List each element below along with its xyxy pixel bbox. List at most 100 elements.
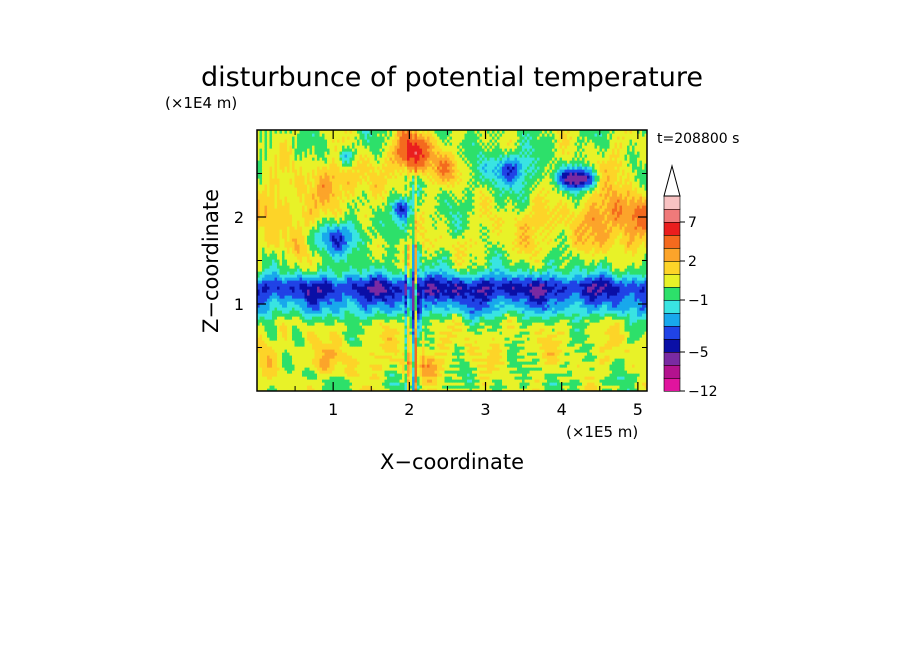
field-cell bbox=[592, 310, 596, 314]
field-cell bbox=[637, 295, 641, 299]
field-cell bbox=[437, 295, 441, 299]
field-cell bbox=[604, 301, 608, 305]
field-cell bbox=[617, 379, 621, 383]
field-cell bbox=[462, 355, 466, 359]
field-cell bbox=[437, 301, 441, 305]
chart-title: disturbunce of potential temperature bbox=[201, 62, 703, 93]
field-cell bbox=[312, 316, 316, 320]
field-cell bbox=[397, 382, 401, 386]
field-cell bbox=[574, 316, 578, 320]
field-cell bbox=[477, 367, 481, 371]
field-cell bbox=[554, 364, 558, 368]
field-cell bbox=[472, 388, 476, 391]
field-cell bbox=[552, 388, 556, 391]
field-cell bbox=[369, 373, 373, 377]
field-cell bbox=[282, 307, 286, 311]
field-cell bbox=[627, 319, 631, 323]
field-cell bbox=[364, 301, 368, 305]
field-cell bbox=[584, 346, 588, 350]
field-cell bbox=[282, 322, 286, 326]
field-cell bbox=[494, 379, 498, 383]
field-cell bbox=[332, 340, 336, 344]
field-cell bbox=[492, 343, 496, 347]
field-cell bbox=[307, 316, 311, 320]
field-cell bbox=[614, 316, 618, 320]
field-cell bbox=[367, 376, 371, 380]
field-cell bbox=[274, 382, 278, 386]
field-cell bbox=[377, 358, 381, 362]
field-cell bbox=[399, 388, 403, 391]
field-cell bbox=[334, 361, 338, 365]
field-cell bbox=[259, 358, 263, 362]
field-cell bbox=[599, 304, 603, 308]
field-cell bbox=[589, 385, 593, 389]
field-cell bbox=[309, 352, 313, 356]
field-cell bbox=[284, 343, 288, 347]
field-cell bbox=[487, 328, 491, 332]
field-cell bbox=[277, 388, 281, 391]
field-cell bbox=[447, 364, 451, 368]
field-cell bbox=[344, 343, 348, 347]
field-cell bbox=[567, 340, 571, 344]
field-cell bbox=[314, 385, 318, 389]
field-cell bbox=[307, 310, 311, 314]
field-cell bbox=[539, 364, 543, 368]
field-cell bbox=[324, 319, 328, 323]
field-cell bbox=[374, 301, 378, 305]
field-cell bbox=[394, 337, 398, 341]
field-cell bbox=[467, 310, 471, 314]
field-cell bbox=[504, 343, 508, 347]
field-cell bbox=[264, 343, 268, 347]
field-cell bbox=[589, 355, 593, 359]
field-cell bbox=[292, 358, 296, 362]
field-cell bbox=[389, 340, 393, 344]
field-cell bbox=[357, 361, 361, 365]
field-cell bbox=[582, 304, 586, 308]
field-cell bbox=[394, 328, 398, 332]
field-cell bbox=[432, 367, 436, 371]
field-cell bbox=[637, 340, 641, 344]
field-cell bbox=[477, 361, 481, 365]
field-cell bbox=[527, 373, 531, 377]
field-cell bbox=[537, 367, 541, 371]
field-cell bbox=[552, 352, 556, 356]
field-cell bbox=[552, 370, 556, 374]
field-cell bbox=[407, 385, 411, 389]
field-cell bbox=[472, 316, 476, 320]
field-cell bbox=[424, 346, 428, 350]
field-cell bbox=[567, 307, 571, 311]
field-cell bbox=[339, 307, 343, 311]
field-cell bbox=[369, 382, 373, 386]
field-cell bbox=[289, 313, 293, 317]
field-cell bbox=[634, 313, 638, 317]
field-cell bbox=[517, 352, 521, 356]
field-cell bbox=[429, 337, 433, 341]
field-cell bbox=[517, 298, 521, 302]
field-cell bbox=[357, 358, 361, 362]
field-cell bbox=[587, 385, 591, 389]
field-cell bbox=[407, 337, 411, 341]
field-cell bbox=[499, 304, 503, 308]
field-cell bbox=[602, 343, 606, 347]
field-cell bbox=[337, 343, 341, 347]
field-cell bbox=[639, 346, 643, 350]
field-cell bbox=[492, 310, 496, 314]
field-cell bbox=[542, 364, 546, 368]
field-cell bbox=[499, 298, 503, 302]
field-cell bbox=[402, 373, 406, 377]
field-cell bbox=[334, 370, 338, 374]
field-cell bbox=[342, 382, 346, 386]
field-cell bbox=[359, 328, 363, 332]
field-cell bbox=[359, 346, 363, 350]
field-cell bbox=[582, 310, 586, 314]
field-cell bbox=[344, 307, 348, 311]
field-cell bbox=[324, 358, 328, 362]
field-cell bbox=[264, 382, 268, 386]
field-cell bbox=[407, 388, 411, 391]
field-cell bbox=[549, 361, 553, 365]
field-cell bbox=[257, 349, 261, 353]
field-cell bbox=[579, 352, 583, 356]
field-cell bbox=[517, 304, 521, 308]
field-cell bbox=[534, 373, 538, 377]
field-cell bbox=[267, 379, 271, 383]
